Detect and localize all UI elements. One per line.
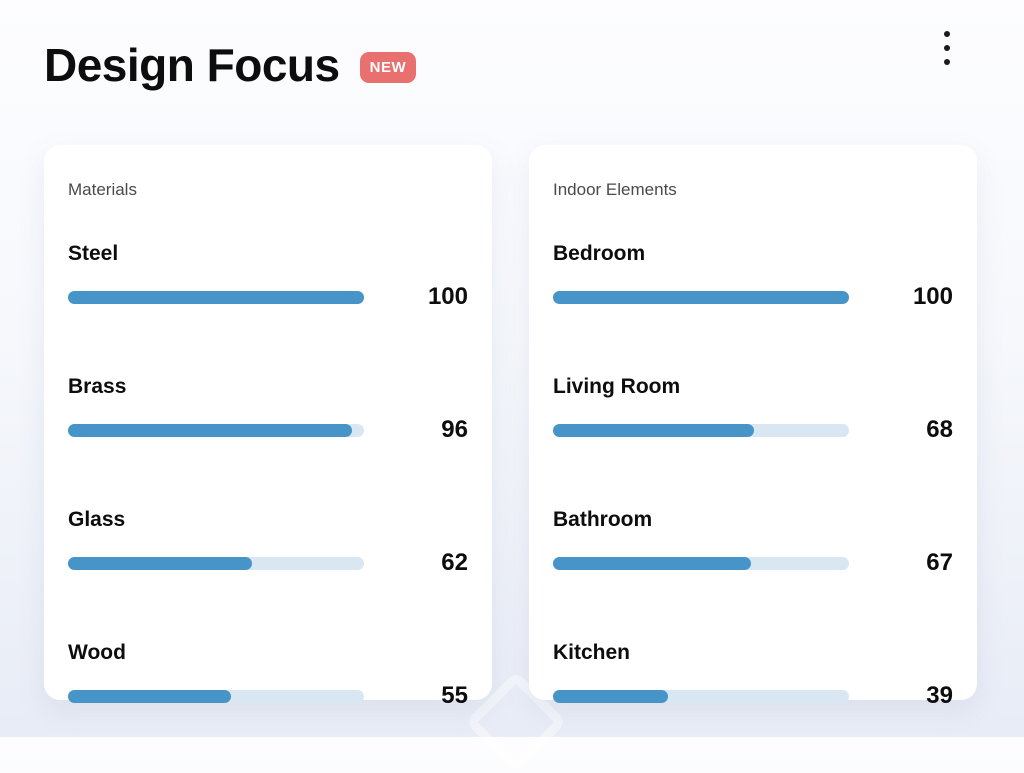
bar-fill	[68, 556, 252, 570]
bar-line: 96	[68, 418, 468, 442]
bar-category-label: Brass	[68, 375, 127, 398]
bar-fill	[553, 689, 669, 703]
kebab-dot	[944, 31, 950, 37]
bar-track	[68, 290, 364, 304]
bar-value-label: 55	[441, 682, 468, 709]
card-title: Indoor Elements	[553, 180, 677, 199]
kebab-menu-icon[interactable]	[934, 26, 960, 70]
bar-line: 39	[553, 684, 953, 708]
bar-category-label: Glass	[68, 508, 126, 531]
bar-row: Steel 100	[68, 241, 468, 309]
bar-row: Bedroom 100	[553, 241, 953, 309]
bar-row: Glass 62	[68, 507, 468, 575]
bar-row: Living Room 68	[553, 374, 953, 442]
bar-track	[68, 423, 364, 437]
kebab-dot	[944, 59, 950, 65]
bar-fill	[553, 290, 849, 304]
bar-line: 67	[553, 551, 953, 575]
bar-chart-materials: Steel 100 Brass 96 Glass 62 Wood 55	[68, 241, 468, 708]
bar-category-label: Bedroom	[553, 242, 646, 265]
bar-row: Kitchen 39	[553, 640, 953, 708]
bar-fill	[553, 423, 755, 437]
card-indoor-elements: Indoor Elements Bedroom 100 Living Room 68 B…	[529, 145, 977, 708]
bar-track	[68, 556, 364, 570]
card-title: Materials	[68, 180, 137, 199]
bar-category-label: Living Room	[553, 375, 681, 398]
bar-line: 55	[68, 684, 468, 708]
bar-track	[553, 290, 849, 304]
bar-track	[553, 689, 849, 703]
bar-fill	[68, 290, 364, 304]
bar-track	[553, 423, 849, 437]
bar-track	[553, 556, 849, 570]
bar-line: 100	[68, 285, 468, 309]
bar-line: 68	[553, 418, 953, 442]
bar-value-label: 68	[926, 416, 953, 443]
bar-fill	[553, 556, 752, 570]
page-header: Design Focus NEW	[44, 39, 417, 91]
bar-value-label: 100	[912, 283, 953, 310]
bar-line: 62	[68, 551, 468, 575]
new-badge: NEW	[359, 51, 417, 83]
bar-line: 100	[553, 285, 953, 309]
page-title: Design Focus	[44, 39, 340, 91]
bar-category-label: Bathroom	[553, 508, 653, 531]
bar-fill	[68, 423, 353, 437]
bar-row: Wood 55	[68, 640, 468, 708]
bar-value-label: 39	[926, 682, 953, 709]
bar-category-label: Steel	[68, 242, 119, 265]
cards-row: Materials Steel 100 Brass 96 Glass 62 Wood 55 I…	[44, 145, 977, 708]
kebab-dot	[944, 45, 950, 51]
bar-fill	[68, 689, 231, 703]
bar-row: Bathroom 67	[553, 507, 953, 575]
bar-track	[68, 689, 364, 703]
bar-value-label: 62	[441, 549, 468, 576]
bar-chart-indoor-elements: Bedroom 100 Living Room 68 Bathroom 67 Kitchen…	[553, 241, 953, 708]
bar-value-label: 67	[926, 549, 953, 576]
bar-value-label: 100	[427, 283, 468, 310]
bar-category-label: Kitchen	[553, 641, 631, 664]
bar-value-label: 96	[441, 416, 468, 443]
bar-row: Brass 96	[68, 374, 468, 442]
card-materials: Materials Steel 100 Brass 96 Glass 62 Wood 55	[44, 145, 492, 708]
bar-category-label: Wood	[68, 641, 126, 664]
